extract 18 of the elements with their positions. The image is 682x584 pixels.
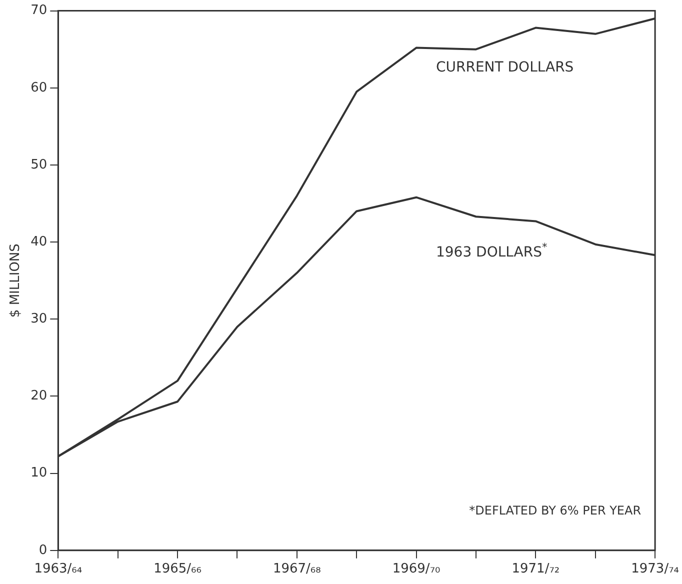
x-tick-label: 1963/₆₄ [34,562,82,577]
y-tick-label: 70 [30,3,48,18]
x-tick-label: 1973/₇₄ [631,562,679,577]
x-tick-label: 1971/₇₂ [512,562,560,577]
annotation: *DEFLATED BY 6% PER YEAR [469,503,642,518]
y-tick-label: 10 [30,466,48,481]
x-tick-label: 1967/₆₈ [272,562,321,577]
series-label: CURRENT DOLLARS [436,59,574,76]
y-tick-label: 60 [30,80,48,96]
x-tick-label: 1969/₇₀ [392,562,440,577]
y-tick-label: 20 [30,388,48,404]
y-axis-title: $ MILLIONS [8,244,24,318]
y-tick-label: 50 [30,157,48,172]
y-tick-label: 30 [30,312,48,327]
x-tick-label: 1965/₆₆ [154,562,202,577]
series-label: 1963 DOLLARS* [436,241,548,261]
y-tick-label: 0 [38,542,48,558]
y-tick-label: 40 [30,234,48,250]
